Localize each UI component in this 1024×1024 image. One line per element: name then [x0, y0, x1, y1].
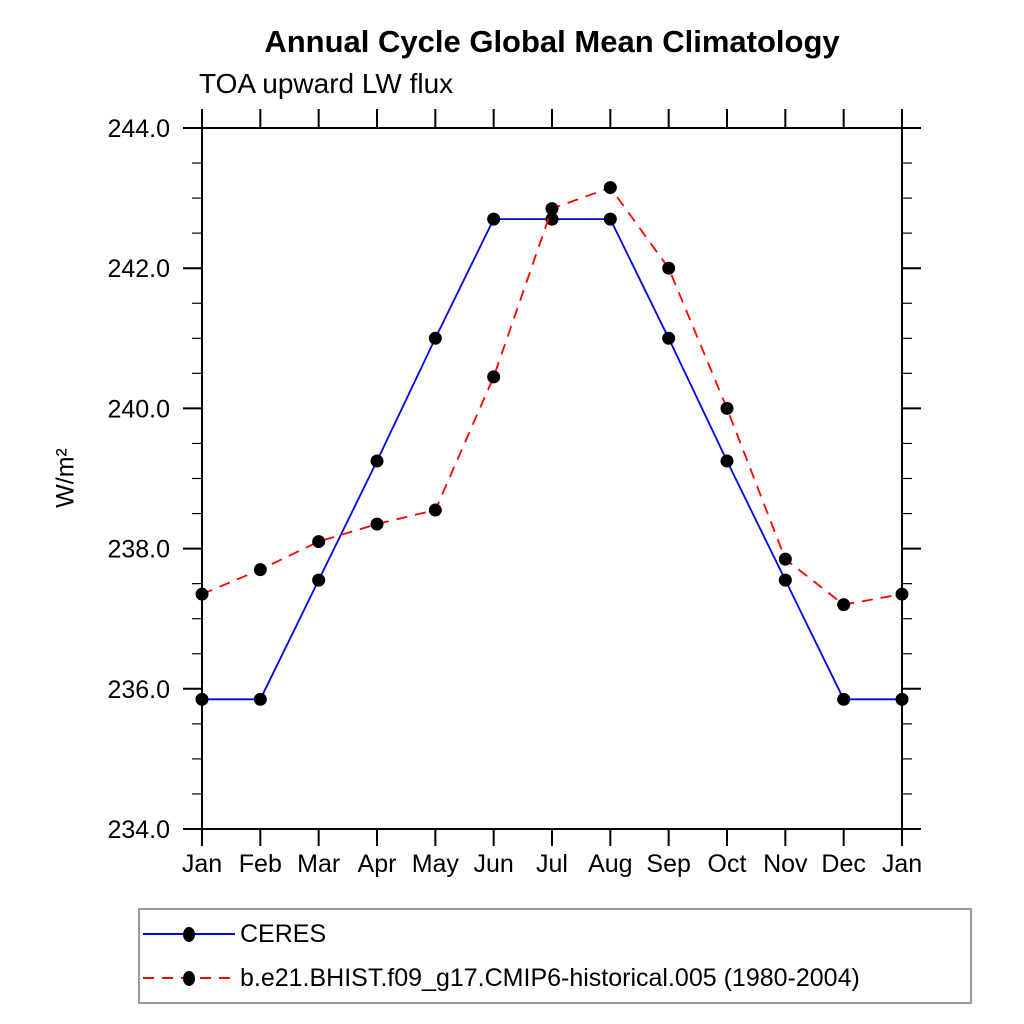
x-tick-label: Dec — [821, 850, 865, 878]
data-point-s1-5 — [487, 370, 501, 384]
x-tick-label: Mar — [297, 850, 340, 878]
data-point-s1-0 — [195, 587, 209, 601]
black-dot-marker-icon — [183, 926, 195, 942]
x-tick-label: Jul — [536, 850, 568, 878]
data-point-s1-3 — [370, 517, 384, 531]
legend-sample-line — [143, 925, 235, 943]
data-point-s0-7 — [603, 212, 617, 226]
series-line-1 — [201, 186, 903, 606]
data-point-s0-8 — [662, 331, 676, 345]
legend-label: CERES — [240, 919, 327, 948]
series-line-0 — [202, 218, 902, 701]
data-point-s1-4 — [428, 503, 442, 517]
data-point-s0-4 — [428, 331, 442, 345]
data-point-s1-9 — [720, 401, 734, 415]
data-point-s0-9 — [720, 454, 734, 468]
legend-box: CERES b.e21.BHIST.f09_g17.CMIP6-historic… — [138, 908, 972, 1004]
black-dot-marker-icon — [183, 970, 195, 986]
data-point-s0-3 — [370, 454, 384, 468]
data-point-s0-1 — [253, 692, 267, 706]
x-tick-label: Aug — [588, 850, 632, 878]
x-tick-label: Oct — [708, 850, 747, 878]
x-tick-label: Apr — [358, 850, 397, 878]
x-tick-label: Jan — [882, 850, 922, 878]
legend-label: b.e21.BHIST.f09_g17.CMIP6-historical.005… — [240, 963, 860, 992]
x-tick-label: Feb — [239, 850, 282, 878]
data-point-s1-8 — [662, 261, 676, 275]
y-tick-label: 238.0 — [107, 536, 170, 564]
x-tick-label: Jan — [182, 850, 222, 878]
y-tick-label: 244.0 — [107, 115, 170, 143]
data-point-s1-11 — [837, 598, 851, 612]
data-point-s0-11 — [837, 692, 851, 706]
y-tick-label: 236.0 — [107, 676, 170, 704]
x-tick-label: Nov — [763, 850, 808, 878]
x-tick-label: Jun — [474, 850, 514, 878]
data-point-s1-1 — [253, 563, 267, 577]
legend-entry-ceres: CERES — [143, 914, 970, 954]
data-point-s0-10 — [778, 573, 792, 587]
data-point-s0-6 — [545, 212, 559, 226]
y-tick-label: 234.0 — [107, 816, 170, 844]
data-point-s1-7 — [603, 181, 617, 195]
legend-entry-model: b.e21.BHIST.f09_g17.CMIP6-historical.005… — [143, 958, 970, 998]
data-point-s0-2 — [312, 573, 326, 587]
data-point-s1-6 — [545, 202, 559, 216]
chart-title: Annual Cycle Global Mean Climatology — [264, 24, 840, 59]
plot-border — [201, 127, 903, 830]
y-tick-label: 240.0 — [107, 395, 170, 423]
x-tick-label: Sep — [646, 850, 690, 878]
data-point-s1-10 — [778, 552, 792, 566]
y-tick-label: 242.0 — [107, 255, 170, 283]
x-tick-label: May — [412, 850, 460, 878]
data-point-s0-5 — [487, 212, 501, 226]
data-point-s1-12 — [895, 587, 909, 601]
data-point-s1-2 — [312, 535, 326, 549]
data-point-s0-0 — [195, 692, 209, 706]
chart-subtitle: TOA upward LW flux — [199, 68, 454, 99]
legend-sample-line — [143, 969, 235, 987]
data-point-s0-12 — [895, 692, 909, 706]
